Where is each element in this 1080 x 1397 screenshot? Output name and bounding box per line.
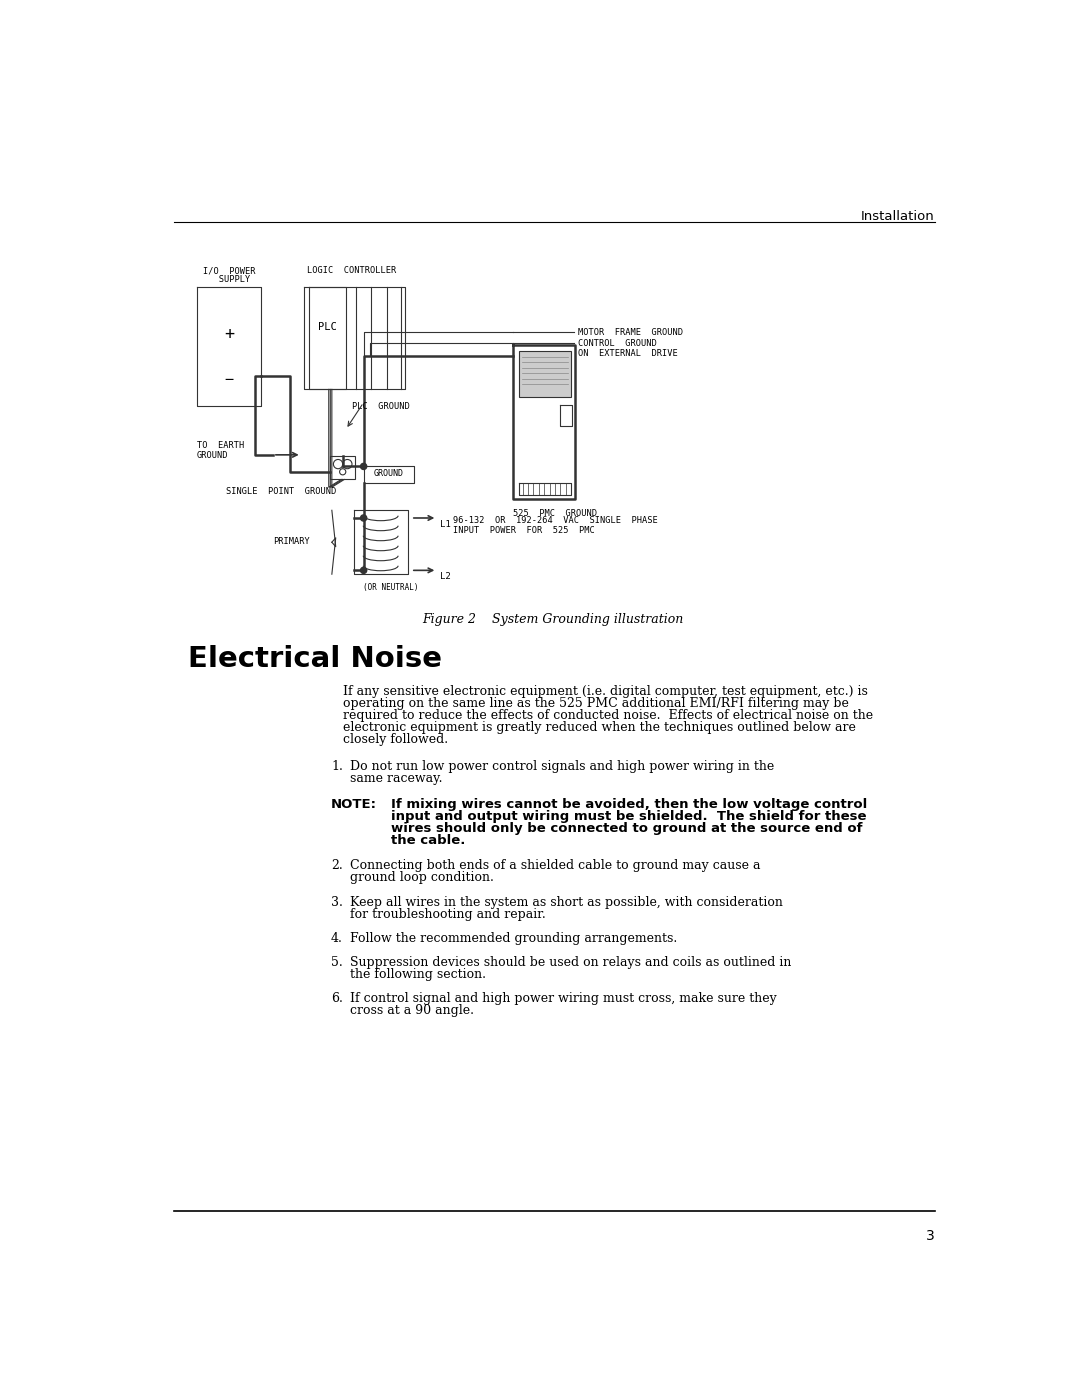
Text: CONTROL  GROUND: CONTROL GROUND xyxy=(578,339,657,348)
Text: Suppression devices should be used on relays and coils as outlined in: Suppression devices should be used on re… xyxy=(350,956,792,970)
Text: ON  EXTERNAL  DRIVE: ON EXTERNAL DRIVE xyxy=(578,349,678,358)
Text: 3: 3 xyxy=(926,1229,935,1243)
Text: If any sensitive electronic equipment (i.e. digital computer, test equipment, et: If any sensitive electronic equipment (i… xyxy=(342,685,867,698)
Text: Installation: Installation xyxy=(861,210,935,224)
Text: input and output wiring must be shielded.  The shield for these: input and output wiring must be shielded… xyxy=(391,810,866,823)
Text: 96-132  OR  192-264  VAC  SINGLE  PHASE: 96-132 OR 192-264 VAC SINGLE PHASE xyxy=(453,515,658,525)
Text: for troubleshooting and repair.: for troubleshooting and repair. xyxy=(350,908,546,921)
Text: TO  EARTH: TO EARTH xyxy=(197,441,244,450)
Text: 525  PMC  GROUND: 525 PMC GROUND xyxy=(513,509,597,518)
Text: L1: L1 xyxy=(440,520,450,528)
Text: NOTE:: NOTE: xyxy=(332,798,377,810)
Text: Do not run low power control signals and high power wiring in the: Do not run low power control signals and… xyxy=(350,760,774,773)
Text: 1.: 1. xyxy=(332,760,343,773)
Text: electronic equipment is greatly reduced when the techniques outlined below are: electronic equipment is greatly reduced … xyxy=(342,721,855,733)
Text: L2: L2 xyxy=(440,571,450,581)
Text: the following section.: the following section. xyxy=(350,968,486,981)
Text: required to reduce the effects of conducted noise.  Effects of electrical noise : required to reduce the effects of conduc… xyxy=(342,708,873,722)
Circle shape xyxy=(361,464,367,469)
Text: GROUND: GROUND xyxy=(374,469,404,479)
Text: If control signal and high power wiring must cross, make sure they: If control signal and high power wiring … xyxy=(350,992,778,1006)
Text: Follow the recommended grounding arrangements.: Follow the recommended grounding arrange… xyxy=(350,932,678,944)
Text: Connecting both ends of a shielded cable to ground may cause a: Connecting both ends of a shielded cable… xyxy=(350,859,761,873)
Text: ground loop condition.: ground loop condition. xyxy=(350,872,495,884)
Text: INPUT  POWER  FOR  525  PMC: INPUT POWER FOR 525 PMC xyxy=(453,525,594,535)
Circle shape xyxy=(361,515,367,521)
Text: PLC: PLC xyxy=(318,321,337,331)
Polygon shape xyxy=(519,351,570,397)
Text: Electrical Noise: Electrical Noise xyxy=(188,645,442,673)
Text: MOTOR  FRAME  GROUND: MOTOR FRAME GROUND xyxy=(578,328,684,337)
Text: PRIMARY: PRIMARY xyxy=(273,536,310,546)
Text: I/O  POWER: I/O POWER xyxy=(203,267,256,275)
Text: 2.: 2. xyxy=(332,859,342,873)
Text: same raceway.: same raceway. xyxy=(350,773,443,785)
Text: SUPPLY: SUPPLY xyxy=(203,275,251,285)
Text: SINGLE  POINT  GROUND: SINGLE POINT GROUND xyxy=(227,488,337,496)
Text: If mixing wires cannot be avoided, then the low voltage control: If mixing wires cannot be avoided, then … xyxy=(391,798,867,810)
Text: −: − xyxy=(225,372,233,387)
Circle shape xyxy=(361,567,367,573)
Text: LOGIC  CONTROLLER: LOGIC CONTROLLER xyxy=(307,267,396,275)
Text: 6.: 6. xyxy=(332,992,343,1006)
Text: GROUND: GROUND xyxy=(197,451,229,460)
Text: (OR NEUTRAL): (OR NEUTRAL) xyxy=(363,584,419,592)
Polygon shape xyxy=(330,457,355,479)
Text: 4.: 4. xyxy=(332,932,343,944)
Text: Keep all wires in the system as short as possible, with consideration: Keep all wires in the system as short as… xyxy=(350,895,783,908)
Text: operating on the same line as the 525 PMC additional EMI/RFI filtering may be: operating on the same line as the 525 PM… xyxy=(342,697,849,710)
Text: PLC  GROUND: PLC GROUND xyxy=(352,402,409,412)
Text: Figure 2    System Grounding illustration: Figure 2 System Grounding illustration xyxy=(422,613,683,626)
Text: the cable.: the cable. xyxy=(391,834,465,847)
Text: 3.: 3. xyxy=(332,895,343,908)
Text: closely followed.: closely followed. xyxy=(342,733,448,746)
Text: cross at a 90 angle.: cross at a 90 angle. xyxy=(350,1004,474,1017)
Text: 5.: 5. xyxy=(332,956,342,970)
Text: +: + xyxy=(224,326,233,344)
Text: wires should only be connected to ground at the source end of: wires should only be connected to ground… xyxy=(391,821,862,835)
